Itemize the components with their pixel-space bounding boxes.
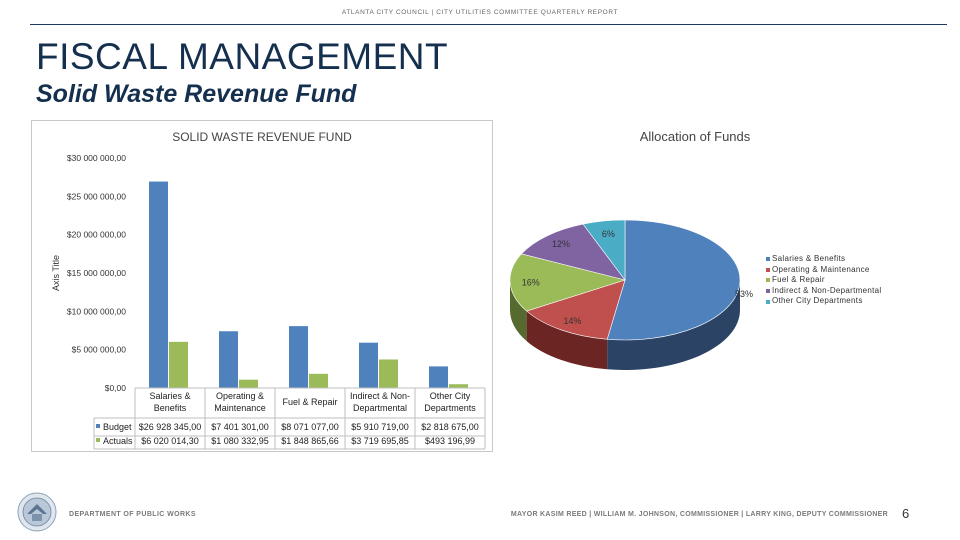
page-number: 6 bbox=[902, 506, 910, 521]
legend-label: Other City Departments bbox=[772, 296, 863, 306]
bar-chart-container: SOLID WASTE REVENUE FUND Axis Title $0,00 $… bbox=[31, 120, 493, 452]
series-label: Budget bbox=[103, 422, 132, 432]
bar-actuals bbox=[239, 379, 258, 388]
table-cell: $1 080 332,95 bbox=[211, 436, 269, 446]
pie-percent-label: 6% bbox=[602, 229, 615, 239]
y-tick-label: $20 000 000,00 bbox=[67, 230, 126, 240]
table-cell: $1 848 865,66 bbox=[281, 436, 339, 446]
bar-budget bbox=[149, 181, 168, 388]
bar-budget bbox=[429, 366, 448, 388]
footer-department: DEPARTMENT OF PUBLIC WORKS bbox=[69, 511, 196, 518]
table-cell: $7 401 301,00 bbox=[211, 422, 269, 432]
legend-swatch-budget bbox=[96, 424, 100, 428]
legend-item: Indirect & Non-Departmental bbox=[766, 286, 881, 297]
table-cell: $6 020 014,30 bbox=[141, 436, 199, 446]
city-seal-icon bbox=[17, 492, 57, 532]
category-label: Departmental bbox=[353, 403, 407, 413]
pie-side-wall bbox=[510, 280, 527, 342]
pie-chart: 53% 14% 16% 12% 6% bbox=[509, 219, 753, 370]
legend-item: Other City Departments bbox=[766, 296, 881, 307]
pie-legend: Salaries & Benefits Operating & Maintenan… bbox=[766, 254, 881, 307]
category-label: Other City bbox=[430, 391, 471, 401]
bar-budget bbox=[219, 331, 238, 388]
pie-slice bbox=[509, 253, 627, 312]
legend-swatch bbox=[766, 299, 770, 304]
table-cell: $5 910 719,00 bbox=[351, 422, 409, 432]
header-divider bbox=[30, 24, 947, 25]
category-label: Operating & bbox=[216, 391, 264, 401]
legend-swatch bbox=[766, 289, 770, 294]
category-label: Salaries & bbox=[149, 391, 190, 401]
legend-swatch bbox=[766, 257, 770, 262]
y-tick-label: $30 000 000,00 bbox=[67, 153, 126, 163]
category-label: Fuel & Repair bbox=[282, 397, 337, 407]
legend-item: Operating & Maintenance bbox=[766, 265, 881, 276]
pie-percent-label: 53% bbox=[735, 289, 753, 299]
y-tick-label: $25 000 000,00 bbox=[67, 191, 126, 201]
pie-slice bbox=[606, 219, 741, 341]
legend-swatch bbox=[766, 278, 770, 283]
category-label: Indirect & Non- bbox=[350, 391, 410, 401]
category-label: Departments bbox=[424, 403, 476, 413]
bar-actuals bbox=[169, 341, 188, 388]
pie-slice bbox=[582, 219, 626, 281]
page-subtitle: Solid Waste Revenue Fund bbox=[36, 80, 357, 108]
category-label: Benefits bbox=[154, 403, 187, 413]
legend-label: Operating & Maintenance bbox=[772, 264, 870, 274]
table-cell: $493 196,99 bbox=[425, 436, 475, 446]
pie-percent-label: 16% bbox=[522, 277, 540, 287]
y-tick-label: $5 000 000,00 bbox=[72, 345, 127, 355]
bar-chart-title: SOLID WASTE REVENUE FUND bbox=[172, 130, 352, 144]
pie-chart-title: Allocation of Funds bbox=[639, 129, 751, 144]
pie-side-wall bbox=[526, 311, 608, 370]
pie-slice bbox=[526, 279, 626, 340]
legend-item: Salaries & Benefits bbox=[766, 254, 881, 265]
pie-percent-label: 12% bbox=[552, 239, 570, 249]
legend-item: Fuel & Repair bbox=[766, 275, 881, 286]
legend-label: Fuel & Repair bbox=[772, 275, 825, 285]
bar-actuals bbox=[309, 373, 328, 388]
pie-percent-label: 14% bbox=[563, 316, 581, 326]
table-cell: $8 071 077,00 bbox=[281, 422, 339, 432]
pie-slice bbox=[520, 223, 626, 281]
bar-budget bbox=[359, 342, 378, 388]
table-cell: $2 818 675,00 bbox=[421, 422, 479, 432]
bar-budget bbox=[289, 326, 308, 388]
pie-side-wall bbox=[607, 280, 740, 370]
series-label: Actuals bbox=[103, 436, 133, 446]
category-label: Maintenance bbox=[214, 403, 266, 413]
y-tick-label: $0,00 bbox=[105, 383, 127, 393]
legend-label: Salaries & Benefits bbox=[772, 254, 846, 263]
table-cell: $26 928 345,00 bbox=[139, 422, 202, 432]
legend-swatch bbox=[766, 267, 770, 272]
report-header: ATLANTA CITY COUNCIL | CITY UTILITIES CO… bbox=[341, 9, 619, 16]
bar-actuals bbox=[449, 384, 468, 388]
y-tick-label: $15 000 000,00 bbox=[67, 268, 126, 278]
page-title: FISCAL MANAGEMENT bbox=[36, 36, 449, 77]
legend-label: Indirect & Non-Departmental bbox=[772, 285, 882, 295]
y-axis-title: Axis Title bbox=[51, 255, 61, 291]
y-tick-label: $10 000 000,00 bbox=[67, 306, 126, 316]
legend-swatch-actuals bbox=[96, 438, 100, 442]
bar-chart: SOLID WASTE REVENUE FUND Axis Title $0,00 $… bbox=[51, 130, 486, 450]
footer-officials: MAYOR KASIM REED | WILLIAM M. JOHNSON, C… bbox=[510, 511, 888, 518]
table-cell: $3 719 695,85 bbox=[351, 436, 409, 446]
bar-actuals bbox=[379, 359, 398, 388]
